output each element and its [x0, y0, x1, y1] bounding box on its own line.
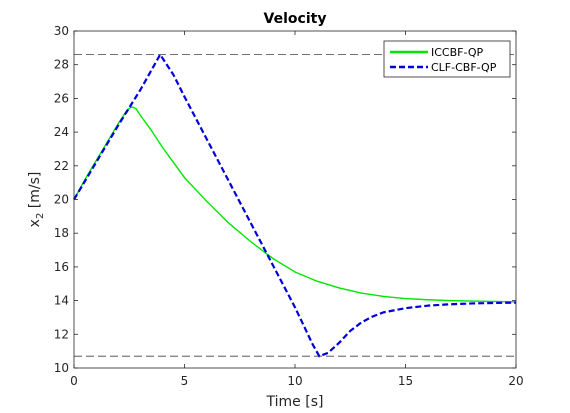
- y-tick-label: 10: [54, 361, 69, 375]
- series-layer: [73, 53, 517, 358]
- x-axis-label: Time [s]: [266, 394, 324, 410]
- y-axis-label: x2 [m/s]: [27, 172, 46, 228]
- y-axis-label-main: x: [27, 219, 43, 227]
- reference-lines: [74, 54, 516, 357]
- y-axis-label-unit: [m/s]: [27, 172, 43, 213]
- y-tick-label: 16: [54, 260, 69, 274]
- x-tick-label: 15: [398, 374, 413, 388]
- legend-entry-clf-cbf-qp: CLF-CBF-QP: [431, 61, 497, 74]
- x-tick-label: 10: [287, 374, 302, 388]
- plot-area: [74, 31, 516, 368]
- y-tick-label: 30: [54, 24, 69, 38]
- legend-box: [383, 40, 511, 78]
- y-axis: 10 12 14 16 18 20 22 24 26 28 30: [54, 24, 516, 375]
- y-axis-label-subscript: 2: [35, 213, 46, 219]
- y-tick-label: 28: [54, 58, 69, 72]
- y-tick-label: 22: [54, 159, 69, 173]
- chart-title: Velocity: [264, 11, 327, 27]
- legend-entry-iccbf-qp: ICCBF-QP: [431, 46, 484, 59]
- y-tick-label: 24: [54, 125, 69, 139]
- x-tick-label: 5: [181, 374, 189, 388]
- y-tick-label: 14: [54, 294, 69, 308]
- y-tick-label: 20: [54, 193, 69, 207]
- x-tick-label: 0: [70, 374, 78, 388]
- series-line-clf-cbf-qp: [73, 53, 517, 358]
- legend: ICCBF-QP CLF-CBF-QP: [383, 40, 511, 78]
- y-tick-label: 12: [54, 327, 69, 341]
- y-tick-label: 18: [54, 226, 69, 240]
- x-tick-label: 20: [508, 374, 523, 388]
- x-axis: 0 5 10 15 20: [70, 31, 524, 388]
- y-tick-label: 26: [54, 91, 69, 105]
